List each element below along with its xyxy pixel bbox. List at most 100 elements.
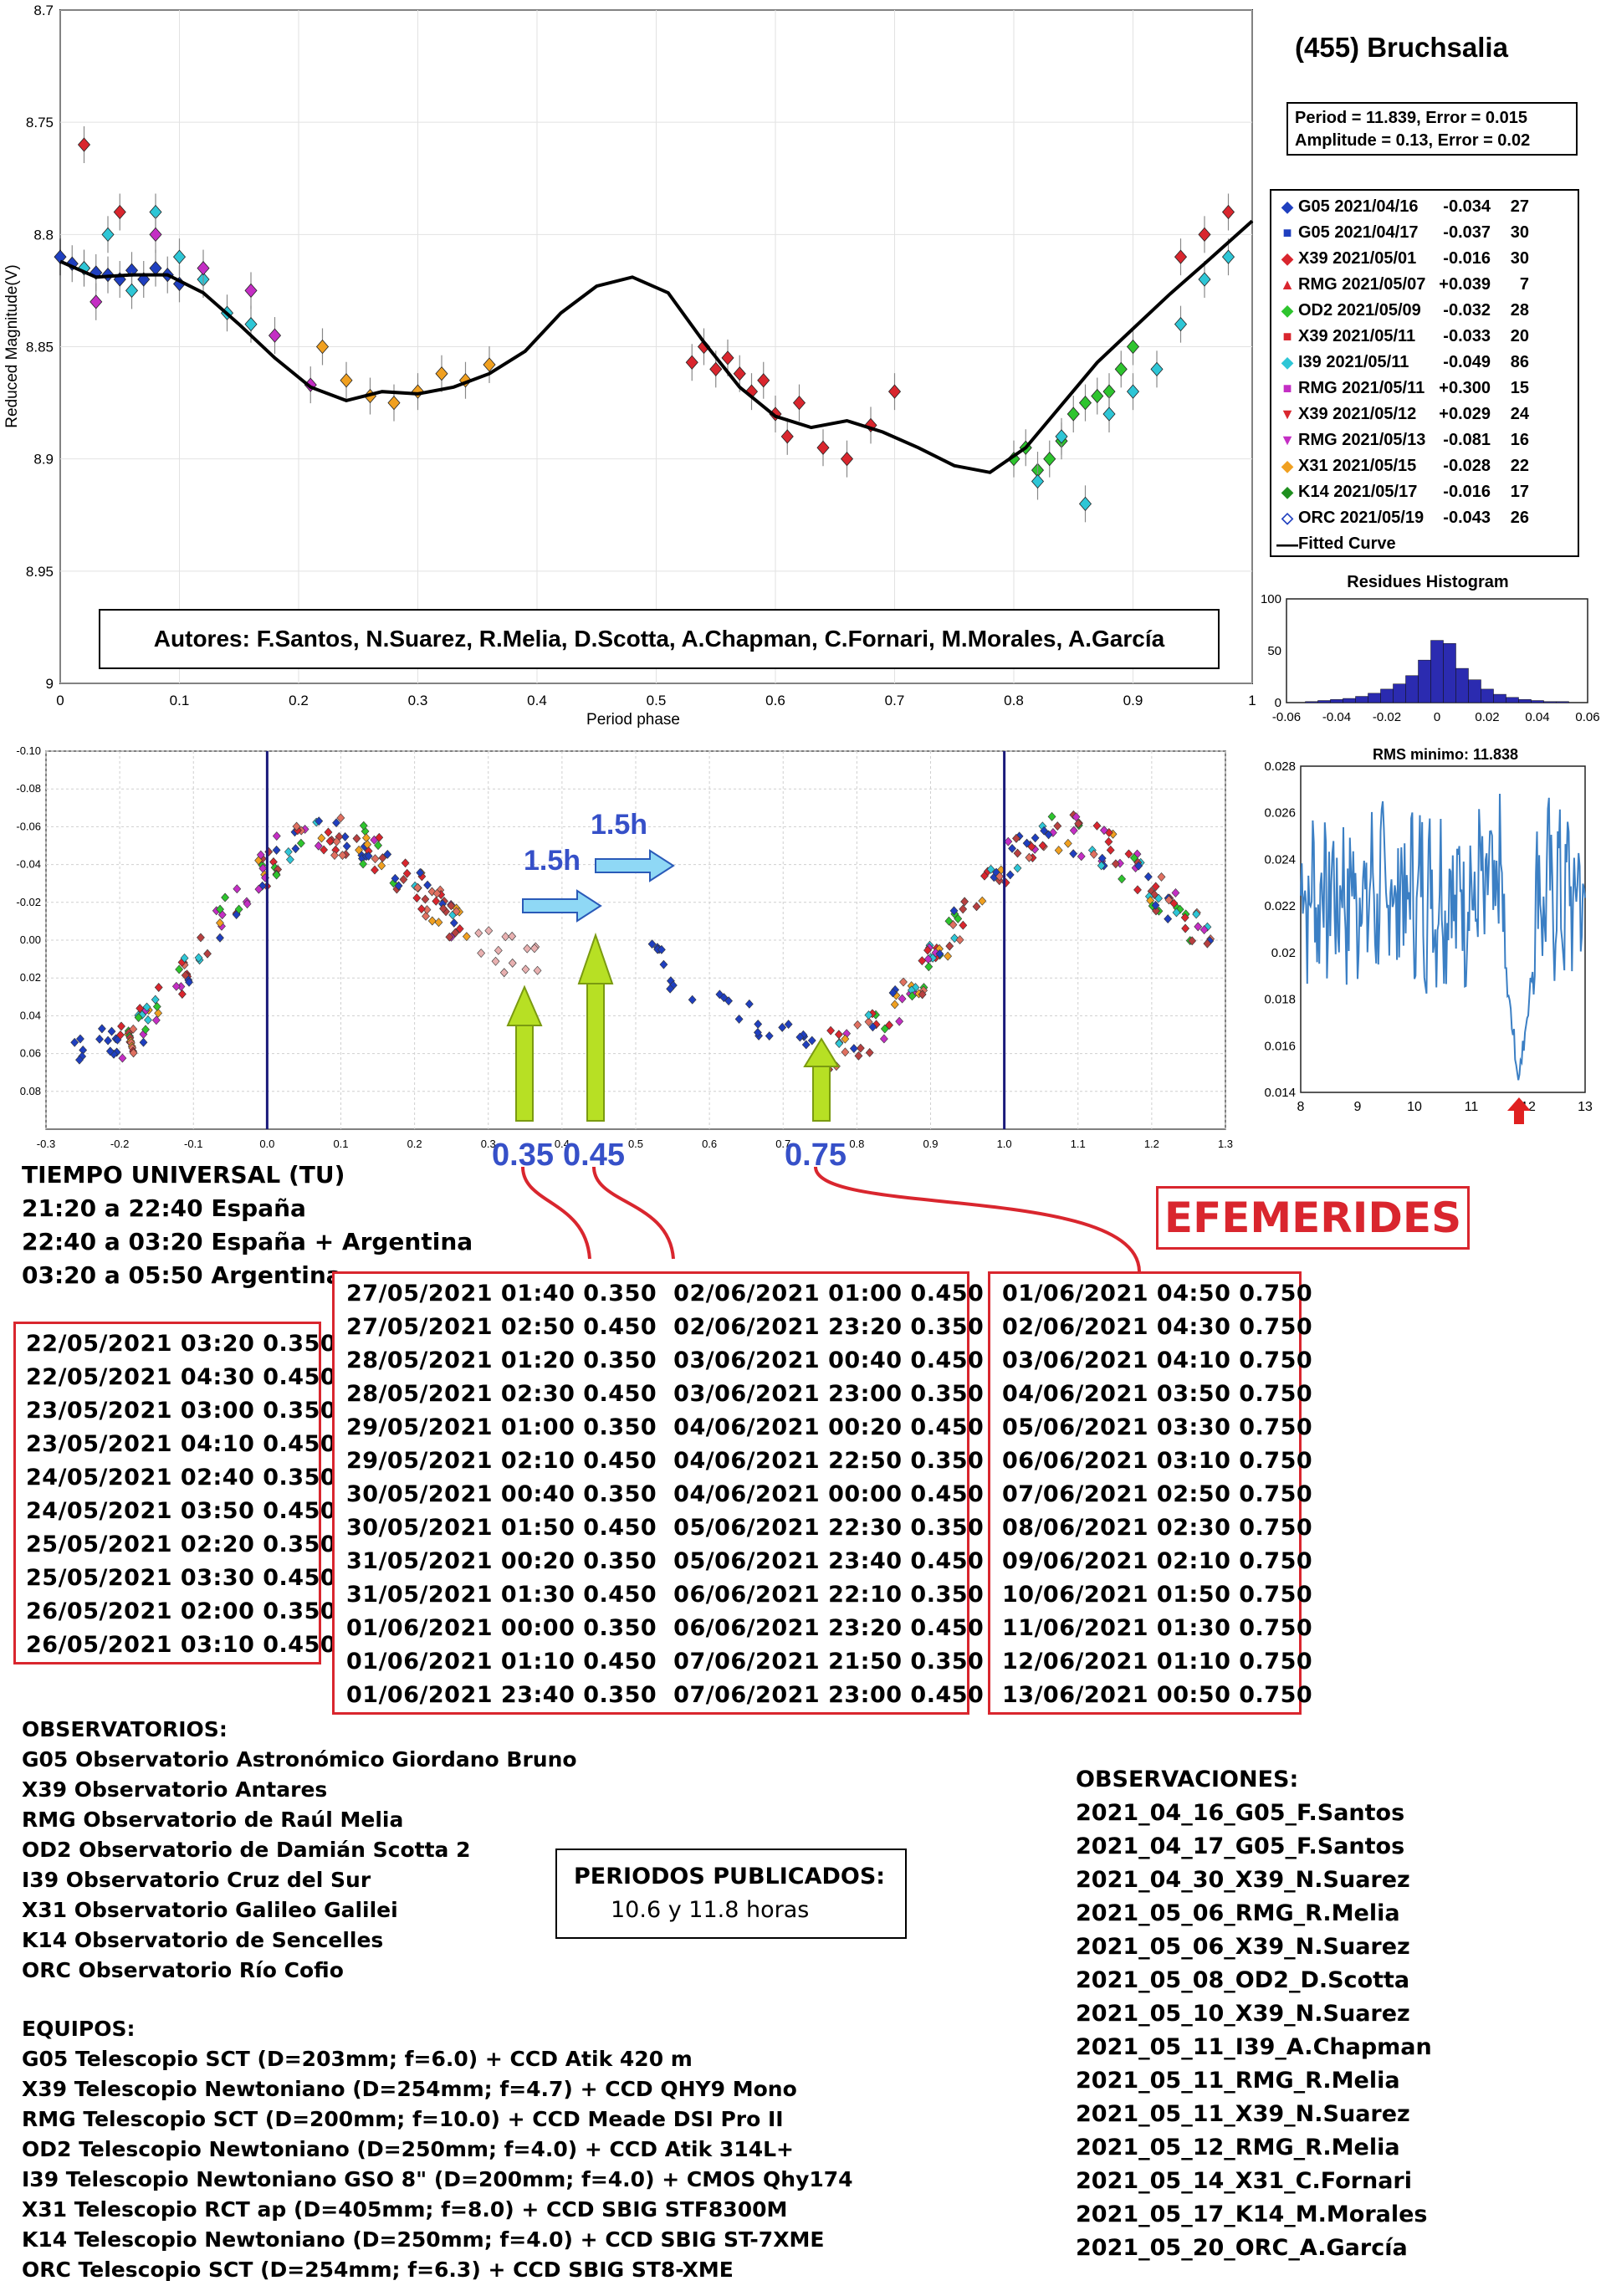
phase-point	[152, 1002, 161, 1011]
phase-point	[447, 901, 456, 911]
ephemeris-entry: 06/06/2021 03:10 0.750	[1002, 1448, 1313, 1474]
phase-point	[377, 861, 386, 871]
phase-point	[352, 834, 361, 843]
phase-point	[494, 945, 503, 955]
phase-point	[734, 1014, 744, 1024]
x-tick-label: 1	[1248, 693, 1256, 708]
phase-point	[1151, 882, 1160, 892]
legend-offset: -0.081	[1443, 431, 1491, 449]
observatorio-heading: OBSERVATORIOS:	[22, 1717, 228, 1741]
legend-count: 16	[1510, 431, 1529, 449]
data-point	[1078, 395, 1092, 411]
legend-offset: -0.016	[1443, 249, 1491, 268]
rms-y-tick: 0.024	[1264, 852, 1296, 867]
phase-point	[216, 918, 224, 928]
equipo-line: K14 Telescopio Newtoniano (D=250mm; f=4.…	[22, 2227, 825, 2252]
legend-entry: ■ X39 2021/05/11 -0.033 20	[1276, 324, 1573, 350]
data-point	[244, 317, 258, 332]
phase-point	[391, 873, 400, 883]
phase-point	[1022, 838, 1031, 848]
histogram-bar	[1506, 697, 1519, 703]
x-tick-label: 0.4	[527, 693, 547, 708]
phase-point	[995, 872, 1004, 882]
histogram-bar	[1355, 696, 1368, 703]
ephemeris-entry: 05/06/2021 22:30 0.350	[673, 1515, 985, 1541]
green-arrow-075	[812, 1066, 831, 1122]
phase-point	[853, 1020, 862, 1030]
phase-point	[104, 1036, 112, 1046]
phase-point	[315, 816, 324, 826]
phase-point	[144, 1015, 152, 1025]
phase-point	[272, 870, 281, 880]
phase-point	[1188, 936, 1197, 946]
phase-point	[105, 1046, 115, 1056]
phase-y-tick: -0.08	[16, 782, 41, 795]
legend-entry: ◆ X31 2021/05/15 -0.028 22	[1276, 453, 1573, 479]
observacion-line: 2021_05_10_X39_N.Suarez	[1076, 2001, 1410, 2027]
phase-point	[422, 911, 430, 921]
phase-point	[784, 1020, 793, 1030]
observatorio-line: RMG Observatorio de Raúl Melia	[22, 1808, 404, 1832]
phase-point	[291, 844, 300, 854]
y-tick-label: 8.75	[26, 115, 54, 130]
histogram-y-tick: 0	[1275, 696, 1281, 710]
phase-x-tick: 1.0	[997, 1138, 1012, 1150]
phase-point	[359, 859, 367, 869]
phase-point	[194, 953, 203, 963]
data-point	[387, 395, 401, 411]
legend-count: 17	[1510, 483, 1529, 501]
y-tick-label: 8.85	[26, 340, 54, 355]
phase-point	[880, 1024, 889, 1034]
observacion-line: 2021_05_14_X31_C.Fornari	[1076, 2168, 1412, 2194]
phase-point	[841, 1047, 850, 1057]
phase-point	[864, 1017, 873, 1027]
legend-entry: ■ RMG 2021/05/11 +0.300 15	[1276, 376, 1573, 401]
histogram-title: Residues Histogram	[1347, 573, 1508, 591]
legend-label: RMG 2021/05/13	[1298, 431, 1426, 449]
phase-point	[394, 881, 403, 891]
lightcurve-chart: 0 0.1 0.2 0.3 0.4 0.5 0.6 0.7 0.8 0.9 1 8.7 8.75 8.8 8…	[3, 3, 1256, 729]
phase-point	[1192, 909, 1201, 919]
x-tick-label: 0.5	[647, 693, 667, 708]
phase-point	[296, 838, 305, 848]
equipo-line: RMG Telescopio SCT (D=200mm; f=10.0) + C…	[22, 2107, 784, 2131]
ephemeris-entry: 30/05/2021 00:40 0.350	[346, 1481, 657, 1507]
phase-x-tick: 1.1	[1071, 1138, 1086, 1150]
data-point	[816, 440, 830, 455]
phase-point	[338, 851, 347, 860]
phase-point	[477, 949, 486, 958]
phase-point	[98, 1024, 106, 1034]
legend-offset: +0.039	[1439, 275, 1491, 294]
legend-count: 30	[1510, 249, 1529, 268]
phase-point	[364, 851, 373, 861]
rms-chart: RMS minimo: 11.838 8 9 10 11 12 130.0140.0160…	[1264, 746, 1593, 1124]
rms-y-tick: 0.02	[1271, 946, 1296, 960]
phase-point	[978, 896, 987, 906]
phase-point	[154, 983, 163, 992]
data-point	[54, 249, 67, 264]
phase-point	[1047, 811, 1056, 821]
data-point	[864, 417, 877, 433]
legend-count: 20	[1510, 327, 1529, 345]
phase-x-tick: 0.0	[259, 1138, 274, 1150]
phase-point	[197, 933, 205, 943]
ephemerides-box-middle: 27/05/2021 01:40 0.350 27/05/2021 02:50 0…	[332, 1271, 984, 1715]
observatorios-section: OBSERVATORIOS: G05 Observatorio Astronómi…	[22, 1715, 577, 1986]
phase-point	[75, 1055, 84, 1065]
legend-entry: ▼ X39 2021/05/12 +0.029 24	[1276, 401, 1573, 427]
data-point	[792, 395, 806, 411]
phase-x-tick: -0.2	[110, 1138, 129, 1150]
ephemeris-entry: 23/05/2021 04:10 0.450	[26, 1431, 337, 1457]
phase-point	[918, 956, 927, 966]
legend-offset: -0.043	[1443, 509, 1491, 527]
ephemeris-entry: 03/06/2021 23:00 0.350	[673, 1381, 985, 1407]
data-point	[685, 355, 698, 370]
phase-y-tick: 0.00	[20, 933, 41, 946]
phase-y-tick: -0.02	[16, 896, 41, 908]
data-point	[197, 260, 210, 276]
phase-point	[399, 875, 408, 884]
legend-count: 24	[1510, 405, 1529, 423]
phase-point	[256, 850, 265, 860]
data-point	[780, 429, 794, 444]
fitted-curve	[59, 219, 1254, 474]
